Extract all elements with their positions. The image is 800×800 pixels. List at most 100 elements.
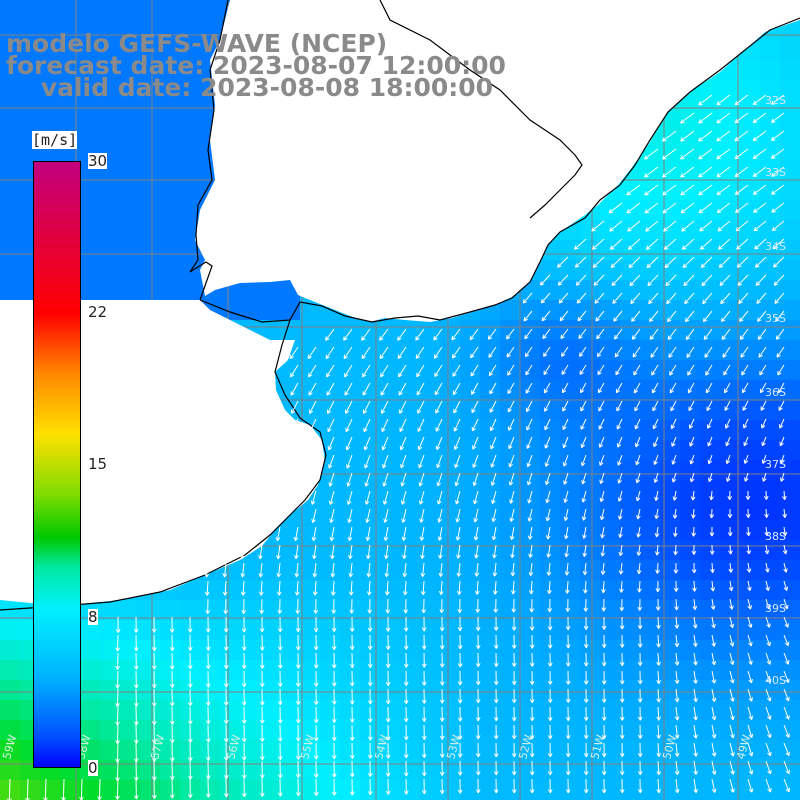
wind-speed-cell (380, 660, 400, 680)
wind-speed-cell (620, 460, 640, 480)
wind-speed-cell (380, 360, 400, 380)
arrow-icon (331, 688, 337, 705)
wind-speed-cell (740, 320, 760, 340)
arrow-icon (636, 526, 641, 538)
wind-speed-cell (0, 260, 20, 280)
arrow-icon (739, 310, 749, 322)
arrow-icon (637, 742, 643, 757)
wind-speed-cell (780, 340, 800, 360)
wind-speed-cell (500, 540, 520, 560)
wind-speed-cell (740, 240, 760, 260)
arrow-icon (528, 562, 534, 577)
arrow-icon (402, 580, 408, 596)
wind-speed-cell (780, 760, 800, 780)
wind-speed-cell (180, 600, 200, 620)
arrow-icon (348, 562, 354, 578)
arrow-icon (739, 328, 749, 340)
arrow-icon (636, 544, 642, 556)
wind-speed-cell (100, 180, 120, 200)
arrow-icon (169, 778, 175, 799)
wind-speed-cell (160, 60, 180, 80)
arrow-icon (741, 382, 749, 394)
arrow-icon (277, 670, 283, 687)
arrow-icon (650, 346, 659, 358)
arrow-icon (705, 382, 713, 394)
arrow-icon (457, 706, 463, 722)
wind-speed-cell (480, 740, 500, 760)
wind-speed-cell (580, 640, 600, 660)
arrow-icon (610, 256, 623, 268)
arrow-icon (656, 616, 661, 629)
arrow-icon (583, 652, 589, 667)
arrow-icon (685, 328, 695, 340)
arrow-icon (419, 526, 425, 541)
wind-speed-cell (140, 240, 160, 260)
wind-speed-cell (700, 420, 720, 440)
arrow-icon (313, 598, 319, 614)
wind-speed-cell (760, 600, 780, 620)
arrow-icon (205, 634, 211, 651)
wind-speed-cell (640, 420, 660, 440)
arrow-icon (403, 616, 409, 632)
arrow-icon (439, 616, 445, 632)
wind-speed-cell (700, 220, 720, 240)
arrow-icon (385, 634, 391, 650)
arrow-icon (294, 580, 300, 596)
wind-speed-cell (120, 180, 140, 200)
wind-speed-cell (240, 580, 260, 600)
wind-speed-cell (440, 420, 460, 440)
arrow-icon (644, 148, 659, 160)
wind-speed-cell (420, 580, 440, 600)
wind-speed-cell (440, 380, 460, 400)
arrow-icon (771, 166, 785, 177)
wind-speed-cell (660, 280, 680, 300)
arrow-icon (736, 238, 749, 250)
arrow-icon (384, 562, 390, 578)
arrow-icon (734, 112, 749, 124)
wind-speed-cell (520, 460, 540, 480)
arrow-icon (674, 616, 680, 629)
wind-speed-cell (440, 520, 460, 540)
arrow-icon (637, 580, 642, 593)
arrow-icon (511, 724, 517, 740)
wind-speed-cell (520, 380, 540, 400)
wind-speed-cell (460, 340, 480, 360)
arrow-icon (362, 382, 371, 396)
arrow-icon (724, 418, 731, 429)
arrow-icon (475, 688, 481, 704)
arrow-icon (454, 472, 461, 487)
wind-speed-cell (600, 420, 620, 440)
wind-speed-cell (660, 680, 680, 700)
arrow-icon (771, 220, 785, 232)
arrow-icon (618, 508, 623, 520)
arrow-icon (711, 724, 717, 739)
arrow-icon (670, 418, 677, 430)
wind-speed-cell (640, 220, 660, 240)
wind-speed-cell (360, 560, 380, 580)
arrow-icon (601, 742, 607, 758)
wind-speed-cell (740, 260, 760, 280)
wind-speed-cell (760, 760, 780, 780)
wind-speed-cell (660, 480, 680, 500)
wind-speed-cell (420, 660, 440, 680)
wind-speed-cell (480, 660, 500, 680)
wind-speed-cell (660, 120, 680, 140)
arrow-icon (693, 652, 698, 666)
wind-speed-cell (440, 600, 460, 620)
wind-speed-cell (520, 400, 540, 420)
arrow-icon (433, 328, 443, 341)
wind-speed-cell (680, 600, 700, 620)
wind-speed-cell (780, 420, 800, 440)
arrow-icon (729, 742, 735, 757)
wind-speed-cell (460, 360, 480, 380)
wind-speed-cell (200, 700, 220, 720)
arrow-icon (511, 652, 517, 667)
wind-speed-cell (120, 140, 140, 160)
wind-speed-cell (660, 620, 680, 640)
arrow-icon (133, 652, 139, 670)
wind-speed-cell (380, 580, 400, 600)
arrow-icon (456, 562, 462, 577)
wind-speed-cell (620, 180, 640, 200)
arrow-icon (490, 436, 497, 450)
wind-speed-cell (480, 580, 500, 600)
